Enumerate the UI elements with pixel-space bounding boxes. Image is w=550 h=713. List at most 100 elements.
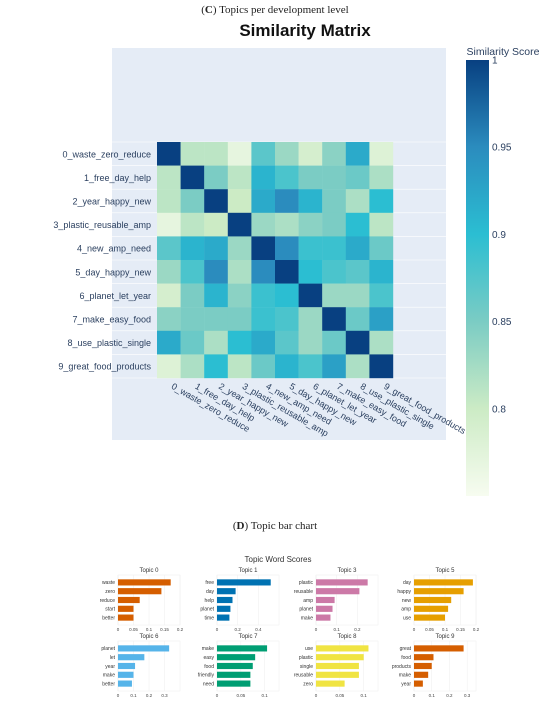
heatmap-cell bbox=[227, 165, 252, 190]
topic-word-label: let bbox=[110, 655, 116, 661]
topic-word-label: day bbox=[206, 589, 215, 595]
subplot-x-tick-label: 0.1 bbox=[146, 627, 153, 632]
subplot-x-tick-label: 0.2 bbox=[446, 693, 453, 698]
topic-word-label: make bbox=[103, 673, 115, 679]
subplot-title: Topic 8 bbox=[337, 634, 357, 640]
topic-word-bar bbox=[118, 645, 170, 652]
heatmap-cell bbox=[345, 260, 370, 284]
topic-word-label: use bbox=[305, 646, 313, 652]
topic-word-label: year bbox=[401, 681, 411, 687]
colorbar-tick-label: 0.85 bbox=[492, 317, 512, 328]
topic-word-bar bbox=[316, 654, 364, 661]
heatmap-cell bbox=[369, 260, 394, 284]
topic-word-bar bbox=[118, 579, 171, 586]
topic-word-bar bbox=[414, 596, 452, 604]
topic-word-bar bbox=[118, 614, 134, 621]
heatmap-cell bbox=[275, 260, 299, 284]
heatmap-cell bbox=[322, 283, 346, 308]
topic-word-bar bbox=[118, 588, 162, 595]
heatmap-cell bbox=[369, 307, 394, 331]
topic-word-label: better bbox=[102, 681, 115, 687]
heatmap-cell bbox=[345, 189, 370, 213]
heatmap-cell bbox=[180, 189, 205, 213]
topic-word-bar bbox=[118, 605, 134, 612]
heatmap-cell bbox=[180, 260, 205, 284]
topic-word-bar bbox=[316, 645, 369, 652]
topic-word-label: amp bbox=[303, 598, 313, 604]
heatmap-cell bbox=[369, 330, 394, 355]
heatmap-cell bbox=[180, 165, 205, 190]
topic-subplot: Topic 7 0 0.05 0.1 make easy food friendly need bbox=[198, 634, 280, 698]
heatmap-cell bbox=[227, 354, 252, 379]
topic-word-label: planet bbox=[101, 646, 115, 652]
subplot-x-tick-label: 0.2 bbox=[473, 627, 480, 632]
heatmap-cell bbox=[275, 283, 299, 308]
heatmap-cell bbox=[275, 189, 299, 213]
heatmap-cell bbox=[180, 142, 205, 166]
heatmap-cell bbox=[180, 212, 205, 237]
topic-word-bar bbox=[217, 605, 231, 612]
heatmap-cell bbox=[369, 283, 394, 308]
heatmap-cell bbox=[345, 165, 370, 190]
colorbar-gradient bbox=[466, 60, 489, 496]
heatmap-cell bbox=[298, 260, 323, 284]
subplot-x-tick-label: 0.1 bbox=[130, 693, 137, 698]
topic-word-label: easy bbox=[203, 655, 214, 661]
heatmap-cell bbox=[251, 236, 276, 261]
heatmap-cell bbox=[204, 260, 228, 284]
subplot-x-tick-label: 0.15 bbox=[456, 627, 465, 632]
subplot-title: Topic 0 bbox=[139, 568, 159, 574]
heatmap-cell bbox=[322, 212, 346, 237]
topic-bar-chart: Topic 0 0 0.05 0.1 0.15 0.2 waste zero reduce sta… bbox=[100, 568, 480, 698]
heatmap-cell bbox=[227, 142, 252, 166]
topic-word-bar bbox=[316, 588, 360, 595]
heatmap-cell bbox=[345, 330, 370, 355]
heatmap-y-tick-label: 9_great_food_products bbox=[58, 362, 151, 372]
heatmap-cell bbox=[157, 189, 181, 213]
topic-word-bar bbox=[217, 680, 251, 687]
heatmap-cell bbox=[275, 307, 299, 331]
topic-subplot: Topic 1 0 0.2 0.4 free day help planet time bbox=[200, 568, 280, 632]
topic-word-bar bbox=[217, 654, 256, 661]
heatmap-cell bbox=[251, 330, 276, 355]
heatmap-cell bbox=[275, 165, 299, 190]
topic-word-bar bbox=[118, 596, 140, 604]
heatmap-cell bbox=[298, 354, 323, 379]
topic-word-bar bbox=[316, 662, 359, 670]
heatmap-cell bbox=[345, 212, 370, 237]
heatmap-y-tick-label: 2_year_happy_new bbox=[72, 197, 151, 207]
heatmap-cell bbox=[369, 189, 394, 213]
heatmap-cell bbox=[298, 283, 323, 308]
heatmap-cell bbox=[204, 165, 228, 190]
topic-word-bar bbox=[414, 680, 423, 687]
heatmap-cell bbox=[204, 189, 228, 213]
heatmap-cell bbox=[204, 142, 228, 166]
topic-word-bar bbox=[217, 614, 230, 621]
heatmap-y-tick-label: 0_waste_zero_reduce bbox=[62, 149, 151, 159]
heatmap-cell bbox=[322, 307, 346, 331]
heatmap-cell bbox=[157, 354, 181, 379]
topic-word-bar bbox=[217, 596, 233, 604]
heatmap-cell bbox=[298, 212, 323, 237]
topic-word-label: help bbox=[205, 598, 215, 604]
heatmap-y-tick-label: 5_day_happy_new bbox=[75, 267, 151, 277]
topic-word-label: plastic bbox=[299, 655, 314, 661]
heatmap-cell bbox=[157, 260, 181, 284]
heatmap-cell bbox=[157, 330, 181, 355]
topic-word-label: food bbox=[401, 655, 411, 661]
heatmap-cell bbox=[157, 212, 181, 237]
panel-d-caption: (D) Topic bar chart bbox=[233, 520, 317, 532]
heatmap-y-tick-label: 6_planet_let_year bbox=[79, 291, 151, 301]
topic-word-bar bbox=[316, 680, 345, 687]
colorbar-tick-label: 1 bbox=[492, 56, 498, 67]
topic-subplot: Topic 3 0 0.1 0.2 plastic reusable amp planet ma… bbox=[294, 568, 379, 632]
topic-word-label: better bbox=[102, 615, 115, 621]
topic-word-bar bbox=[118, 671, 134, 678]
heatmap-y-tick-label: 4_new_amp_need bbox=[77, 244, 151, 254]
subplot-x-tick-label: 0 bbox=[117, 693, 120, 698]
topic-word-bar bbox=[414, 614, 445, 621]
topic-word-label: reduce bbox=[100, 598, 116, 604]
heatmap-cell bbox=[345, 307, 370, 331]
topic-word-label: make bbox=[202, 646, 214, 652]
